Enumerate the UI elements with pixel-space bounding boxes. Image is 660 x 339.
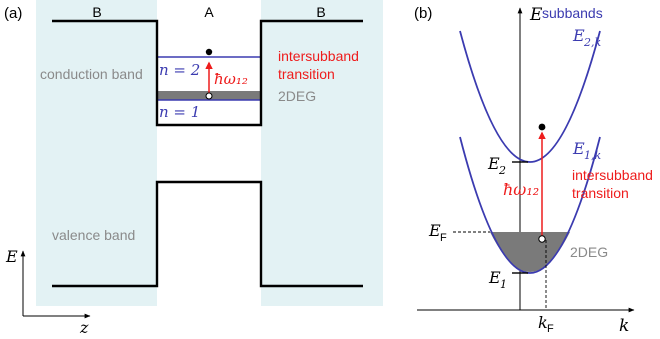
transition-label-a-line2: transition	[278, 66, 335, 82]
transition-label-b-line2: transition	[572, 185, 629, 201]
hole-a	[205, 92, 213, 100]
level-n1-text: n = 1	[159, 103, 200, 121]
axis-k-label-b: k	[619, 316, 629, 336]
conduction-band-edge	[52, 19, 363, 127]
gas-label-a: 2DEG	[278, 88, 316, 104]
curve-upper-main: E	[572, 26, 585, 45]
level-e2-sub: 2	[498, 164, 506, 177]
level-n2-label: n = 2	[159, 61, 200, 79]
panel-b: (b) E k subbands E 2,k E 1,k E 2 E 1	[414, 5, 653, 336]
transition-label-a-line1: intersubband	[278, 48, 359, 64]
transition-label-b-line1: intersubband	[572, 167, 653, 183]
subbands-legend: subbands	[542, 5, 603, 21]
curve-lower-label: E 1,k	[572, 139, 601, 162]
region-label-mid: A	[204, 4, 214, 20]
fermi-k-sub: F	[547, 323, 554, 335]
photon-energy-b: ħω₁₂	[503, 180, 539, 199]
curve-lower-sub: 1,k	[584, 149, 601, 162]
conduction-band-label: conduction band	[40, 66, 143, 82]
photon-energy-a: ħω₁₂	[214, 70, 248, 88]
level-e2-label: E 2	[487, 154, 506, 177]
region-label-right: B	[316, 4, 325, 20]
level-e1-sub: 1	[500, 278, 507, 291]
fermi-k-main: k	[538, 313, 548, 332]
level-n2-text: n = 2	[159, 61, 200, 79]
axis-e-label-a: E	[5, 247, 18, 266]
hole-b	[538, 235, 546, 243]
curve-lower-main: E	[572, 139, 585, 158]
panel-a-label: (a)	[4, 5, 22, 22]
level-e1-label: E 1	[488, 268, 507, 291]
level-e1-main: E	[488, 268, 501, 287]
fermi-energy-sub: F	[440, 232, 447, 244]
valence-band-edge	[52, 180, 363, 288]
fermi-k-label: k F	[538, 313, 554, 335]
level-e2-main: E	[487, 154, 500, 173]
curve-upper-sub: 2,k	[583, 36, 601, 49]
fermi-energy-main: E	[428, 221, 441, 240]
curve-upper-label: E 2,k	[572, 26, 601, 49]
excited-electron-a	[205, 48, 213, 56]
level-n1-label: n = 1	[159, 103, 200, 121]
excited-electron-b	[538, 123, 546, 131]
subband-curve-lower	[459, 136, 601, 274]
region-label-left: B	[92, 4, 101, 20]
subband-curve-upper	[459, 30, 601, 163]
barrier-region-right	[261, 0, 383, 306]
fermi-energy-label: E F	[428, 221, 447, 244]
axis-e-label-b: E	[529, 5, 543, 25]
axis-z-label-a: z	[79, 318, 89, 337]
valence-band-label: valence band	[52, 227, 135, 243]
barrier-region-left	[36, 0, 157, 306]
gas-label-b: 2DEG	[570, 244, 608, 260]
panel-a: (a) B A B conduction band valence band n…	[4, 0, 383, 337]
panel-b-label: (b)	[414, 5, 432, 22]
